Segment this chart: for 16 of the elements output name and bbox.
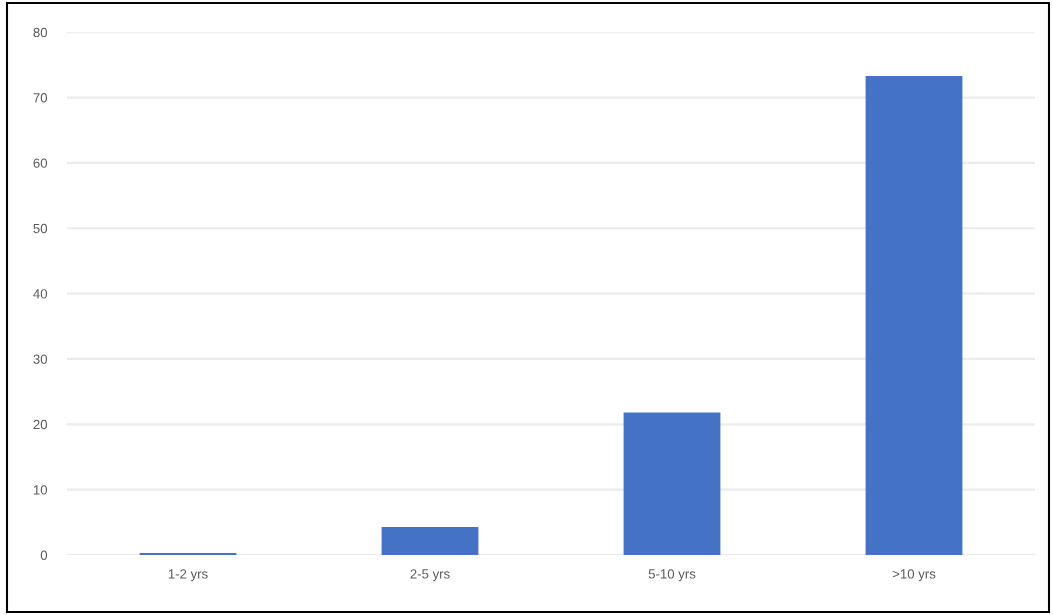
y-tick-label: 30 [33, 354, 48, 364]
y-tick-label: 80 [33, 27, 48, 38]
y-tick-label: 50 [33, 223, 48, 234]
x-tick-label: 1-2 yrs [168, 569, 208, 582]
bar [623, 412, 721, 555]
y-tick-label: 10 [33, 485, 48, 495]
y-tick-label: 0 [40, 550, 48, 560]
y-tick-label: 40 [33, 289, 48, 299]
bar [865, 75, 963, 555]
y-tick-label: 60 [33, 158, 48, 168]
bar [381, 526, 479, 555]
y-tick-label: 20 [33, 419, 48, 430]
x-tick-label: >10 yrs [892, 569, 936, 582]
x-tick-label: 2-5 yrs [410, 569, 450, 582]
x-tick-label: 5-10 yrs [648, 569, 696, 582]
y-tick-label: 70 [33, 93, 48, 103]
